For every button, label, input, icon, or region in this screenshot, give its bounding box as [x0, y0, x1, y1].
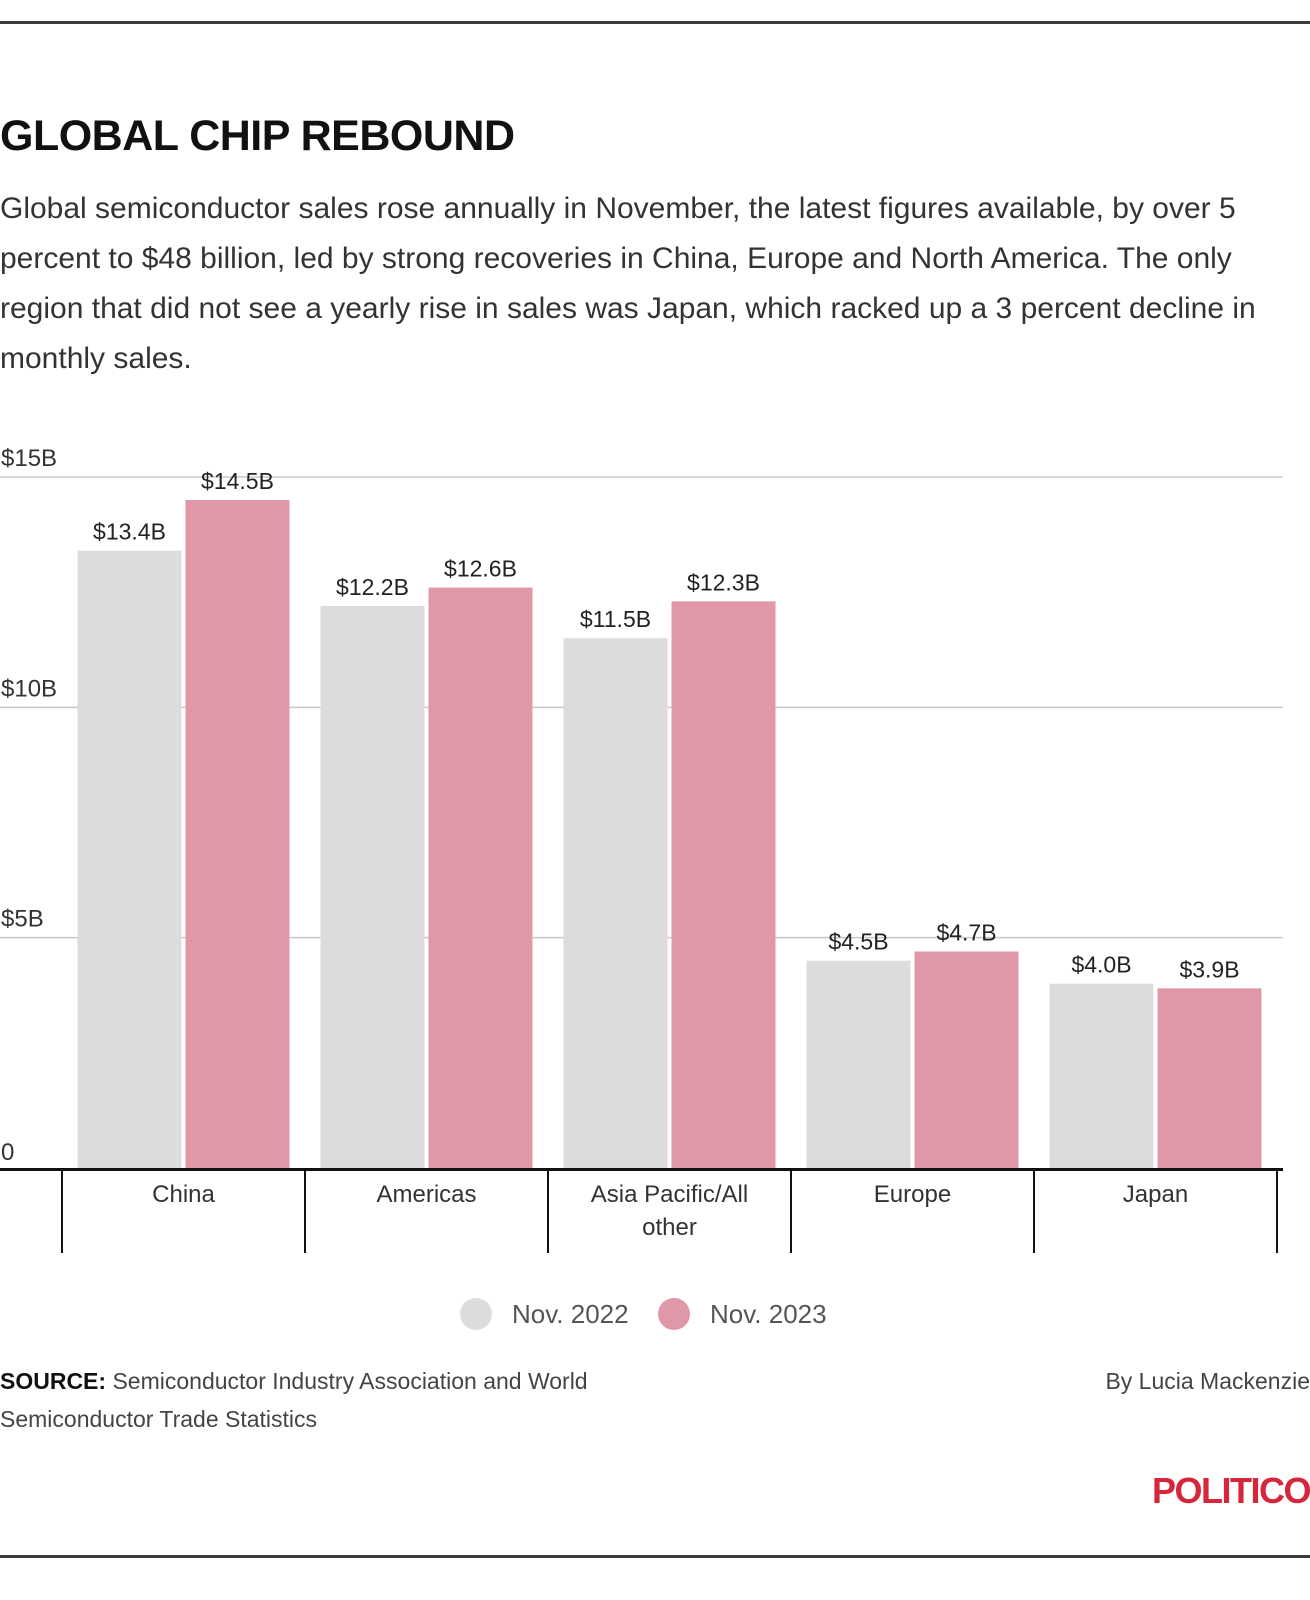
- x-tick-label: Europe: [874, 1181, 951, 1208]
- data-label: $14.5B: [201, 468, 274, 494]
- data-label: $11.5B: [580, 606, 651, 632]
- y-tick-label: $15B: [1, 445, 57, 472]
- bottom-rule: [0, 1555, 1310, 1558]
- x-tick-label: Americas: [376, 1181, 476, 1208]
- bar-nov-2022: [563, 638, 668, 1168]
- top-rule: [0, 21, 1310, 24]
- legend-swatch-nov-2022: [460, 1298, 492, 1330]
- axis-layer: 0 $5B $10B $15B China Americas Asia Pacific/Al…: [0, 445, 1283, 1253]
- data-label: $4.7B: [936, 919, 996, 945]
- bar-nov-2023: [671, 601, 776, 1168]
- x-tick-label: Japan: [1123, 1181, 1188, 1208]
- data-label: $13.4B: [93, 519, 166, 545]
- bar-nov-2023: [185, 500, 290, 1168]
- data-label: $12.6B: [444, 556, 517, 582]
- bar-nov-2023: [914, 951, 1019, 1168]
- data-label: $12.2B: [336, 574, 409, 600]
- y-tick-label: $10B: [1, 675, 57, 702]
- bar-nov-2023: [428, 587, 533, 1168]
- data-label: $4.0B: [1071, 952, 1131, 978]
- bar-nov-2023: [1157, 988, 1262, 1168]
- bar-nov-2022: [1049, 983, 1154, 1168]
- byline: By Lucia Mackenzie: [1105, 1368, 1310, 1394]
- chart-subtitle: Global semiconductor sales rose annually…: [0, 192, 1256, 375]
- legend-item-nov-2023: Nov. 2023: [658, 1298, 827, 1330]
- data-label: $12.3B: [687, 569, 760, 595]
- y-tick-label: $5B: [1, 906, 44, 933]
- x-tick-label: Asia Pacific/All other: [591, 1181, 748, 1241]
- x-tick-label: China: [152, 1181, 215, 1208]
- source-label: SOURCE:: [0, 1368, 107, 1394]
- legend-label-nov-2022: Nov. 2022: [512, 1298, 629, 1329]
- bar-chart: $13.4B $14.5B $12.2B $12.6B $11.5B $12.3B $4.5…: [0, 445, 1283, 1253]
- bar-nov-2022: [77, 550, 182, 1168]
- legend-swatch-nov-2023: [658, 1298, 690, 1330]
- bar-nov-2022: [320, 605, 425, 1168]
- chart-title: GLOBAL CHIP REBOUND: [0, 112, 515, 160]
- source-note: SOURCE: Semiconductor Industry Associati…: [0, 1362, 680, 1438]
- bar-layer: $13.4B $14.5B $12.2B $12.6B $11.5B $12.3B $4.5…: [77, 468, 1262, 1168]
- politico-logo: POLITICO: [1152, 1470, 1310, 1511]
- legend-label-nov-2023: Nov. 2023: [710, 1298, 827, 1329]
- data-label: $4.5B: [828, 929, 888, 955]
- bar-nov-2022: [806, 960, 911, 1168]
- y-tick-label: 0: [1, 1139, 14, 1166]
- legend-item-nov-2022: Nov. 2022: [460, 1298, 629, 1330]
- source-text: Semiconductor Industry Association and W…: [0, 1368, 588, 1432]
- legend: Nov. 2022 Nov. 2023: [0, 1298, 1310, 1342]
- data-label: $3.9B: [1179, 956, 1239, 982]
